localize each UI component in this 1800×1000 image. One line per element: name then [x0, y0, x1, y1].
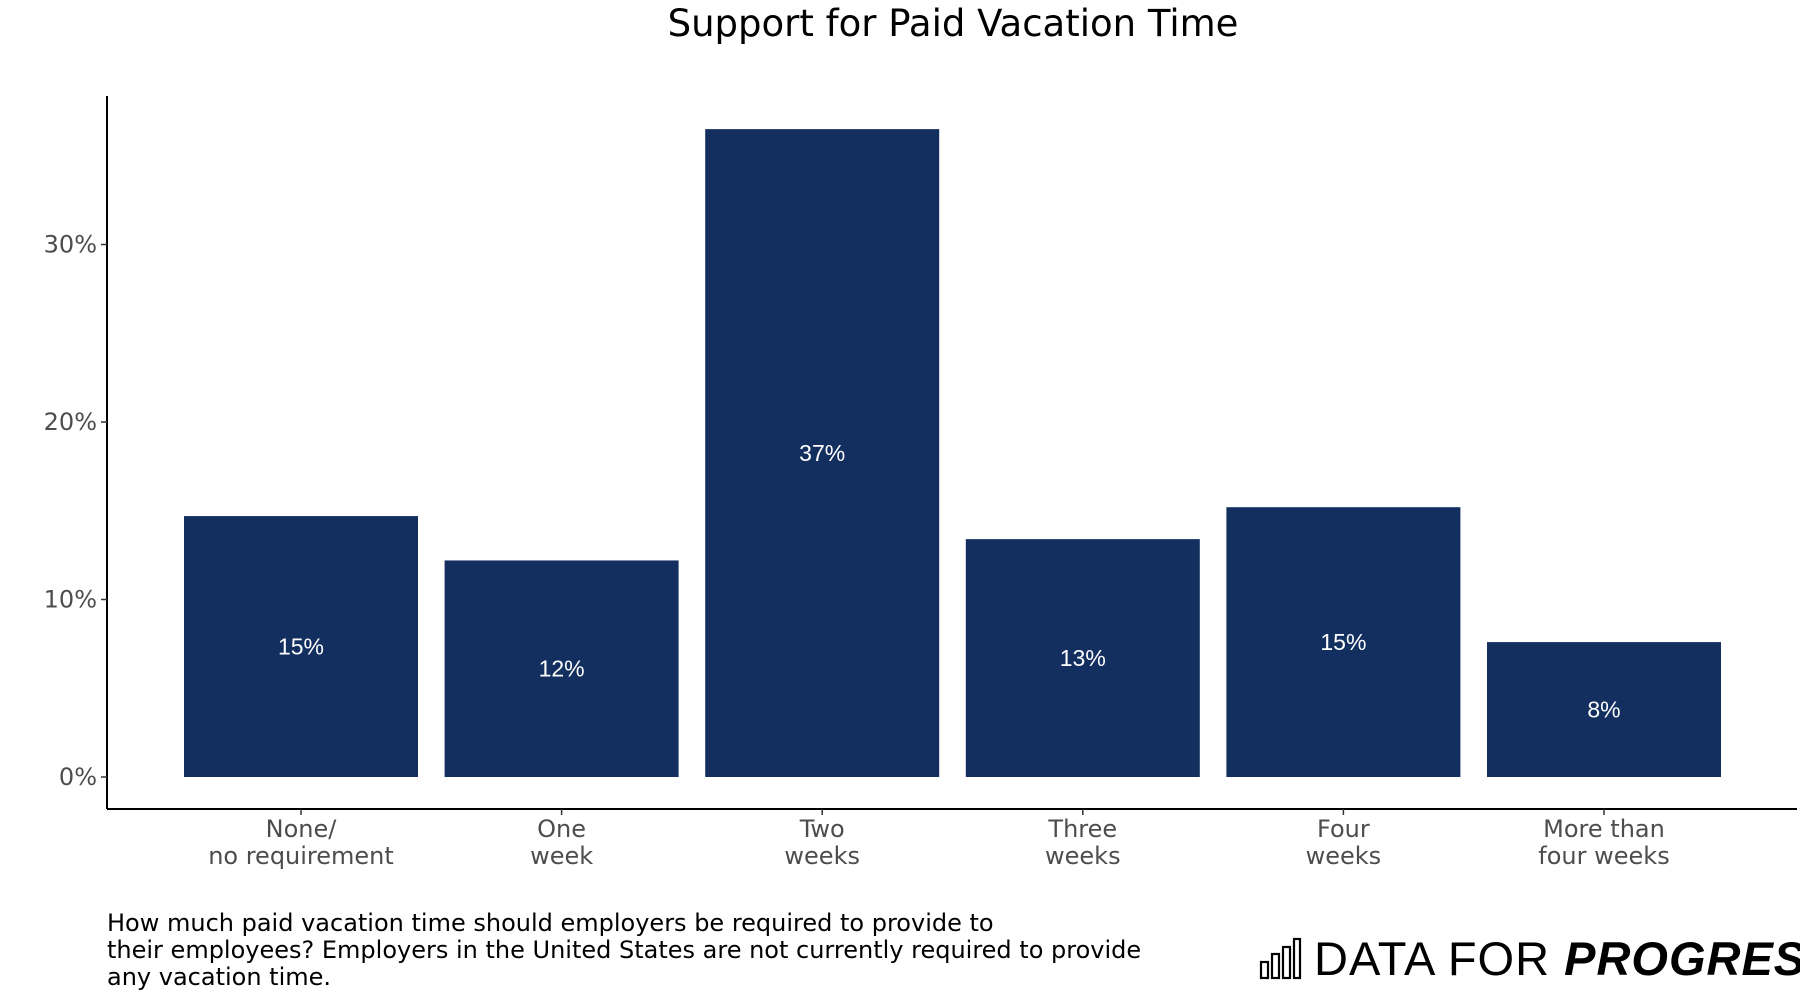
y-axis: 0% 10% 20% 30%: [44, 96, 108, 809]
brand-bold-text: PROGRESS: [1564, 931, 1800, 985]
bar: [184, 516, 418, 777]
caption-line: their employees? Employers in the United…: [107, 936, 1142, 964]
survey-question-caption: How much paid vacation time should emplo…: [107, 910, 1207, 991]
x-tick-label: weeks: [784, 842, 860, 870]
x-tick-label: four weeks: [1538, 842, 1669, 870]
bar: [444, 560, 679, 777]
bar: [705, 129, 940, 777]
x-tick-label: Three: [1047, 815, 1117, 843]
bar: [1487, 642, 1721, 777]
y-tick-label: 20%: [44, 408, 97, 436]
bar-value-label: 15%: [278, 634, 324, 660]
x-tick-label: week: [530, 842, 593, 870]
bar-value-label: 8%: [1587, 697, 1620, 723]
x-tick-label: Four: [1317, 815, 1370, 843]
x-tick-label: None/: [266, 815, 338, 843]
bar: [1226, 507, 1461, 777]
x-tick-label: Two: [799, 815, 845, 843]
x-tick-label: weeks: [1306, 842, 1382, 870]
y-tick-label: 0%: [59, 763, 97, 791]
caption-line: any vacation time.: [107, 963, 332, 991]
x-axis: None/no requirementOneweekTwoweeksThreew…: [107, 808, 1797, 870]
data-for-progress-logo: DATA FOR PROGRESS: [1258, 928, 1800, 988]
bars: 15% 12% 37% 13% 15% 8%: [184, 129, 1721, 777]
x-tick-label: no requirement: [208, 842, 394, 870]
x-tick-label: weeks: [1045, 842, 1121, 870]
y-tick-label: 10%: [44, 586, 97, 614]
caption-line: How much paid vacation time should emplo…: [107, 909, 994, 937]
brand-light-text: DATA FOR: [1314, 931, 1565, 985]
bar: [965, 539, 1200, 777]
chart-title: Support for Paid Vacation Time: [668, 2, 1239, 45]
x-tick-label: One: [537, 815, 586, 843]
bar-value-label: 37%: [799, 440, 845, 466]
bar-value-label: 13%: [1060, 645, 1106, 671]
bar-chart-icon: [1259, 937, 1302, 980]
bar-value-label: 15%: [1320, 629, 1366, 655]
y-tick-label: 30%: [44, 231, 97, 259]
brand-wordmark: DATA FOR PROGRESS: [1314, 931, 1800, 986]
x-tick-label: More than: [1543, 815, 1665, 843]
bar-value-label: 12%: [539, 656, 585, 682]
